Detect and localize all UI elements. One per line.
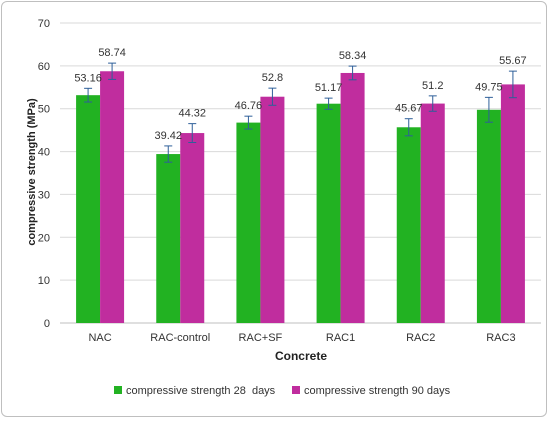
legend-label: compressive strength 28 days xyxy=(126,385,276,397)
bar-28d xyxy=(476,109,501,324)
y-tick-label: 70 xyxy=(38,18,50,30)
bar-28d xyxy=(236,122,261,323)
x-tick-label: RAC3 xyxy=(486,332,515,344)
data-label: 58.34 xyxy=(339,50,367,62)
chart-frame: 0 10 20 30 40 50 60 70 53.16 58.74 39.42 44.32 46.7… xyxy=(1,1,547,417)
data-label: 52.8 xyxy=(262,72,283,84)
y-tick-label: 10 xyxy=(38,275,50,287)
legend-label: compressive strength 90 days xyxy=(304,385,451,397)
legend: compressive strength 28 days compressive … xyxy=(114,385,451,397)
data-label: 51.2 xyxy=(422,80,443,92)
y-tick-label: 40 xyxy=(38,147,50,159)
data-label: 44.32 xyxy=(178,108,206,120)
y-axis-title: compressive strength (MPa) xyxy=(26,98,38,246)
bar-90d xyxy=(500,84,525,324)
x-tick-label: RAC-control xyxy=(150,332,210,344)
y-tick-labels: 0 10 20 30 40 50 60 70 xyxy=(38,18,50,330)
data-label: 55.67 xyxy=(499,55,527,67)
data-label: 49.75 xyxy=(475,81,503,93)
data-label: 46.76 xyxy=(235,100,263,112)
x-tick-label: RAC2 xyxy=(406,332,435,344)
bar-90d xyxy=(260,96,285,323)
y-tick-label: 20 xyxy=(38,232,50,244)
bar-90d xyxy=(420,103,445,323)
grid-lines xyxy=(60,22,541,324)
y-tick-label: 0 xyxy=(44,318,50,330)
legend-swatch xyxy=(292,386,300,394)
legend-swatch xyxy=(114,386,122,394)
x-tick-label: NAC xyxy=(88,332,111,344)
x-tick-labels: NAC RAC-control RAC+SF RAC1 RAC2 RAC3 xyxy=(88,332,515,344)
data-label: 39.42 xyxy=(154,130,182,142)
x-tick-label: RAC+SF xyxy=(239,332,283,344)
bar-90d xyxy=(180,133,205,323)
y-tick-label: 30 xyxy=(38,189,50,201)
error-bars xyxy=(84,62,517,163)
data-label: 58.74 xyxy=(98,47,126,59)
data-labels: 53.16 58.74 39.42 44.32 46.76 52.8 51.17 58.34 4… xyxy=(74,47,526,142)
data-label: 51.17 xyxy=(315,82,343,94)
y-tick-label: 50 xyxy=(38,104,50,116)
x-axis-title: Concrete xyxy=(275,349,327,363)
bar-28d xyxy=(316,103,341,323)
bar-90d xyxy=(100,71,125,323)
y-tick-label: 60 xyxy=(38,61,50,73)
bars xyxy=(76,71,525,324)
x-tick-label: RAC1 xyxy=(326,332,355,344)
data-label: 53.16 xyxy=(74,72,102,84)
bar-chart: 0 10 20 30 40 50 60 70 53.16 58.74 39.42 44.32 46.7… xyxy=(26,18,541,397)
bar-28d xyxy=(76,95,101,324)
bar-28d xyxy=(396,127,421,324)
bar-90d xyxy=(340,72,365,323)
data-label: 45.67 xyxy=(395,103,423,115)
bar-28d xyxy=(156,154,181,323)
